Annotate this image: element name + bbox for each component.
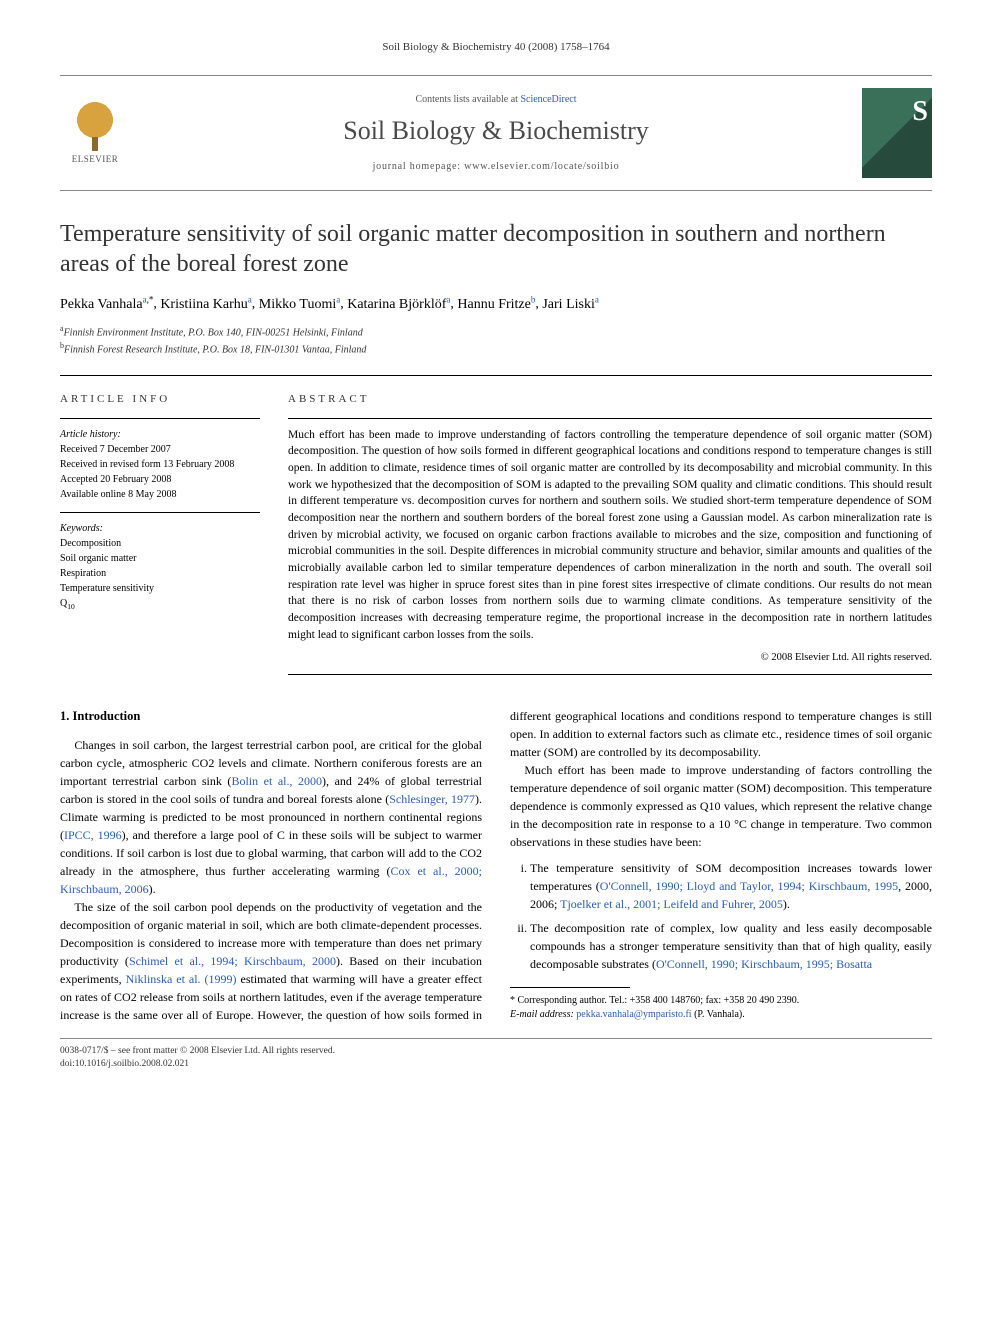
article-history: Article history: Received 7 December 200… bbox=[60, 427, 260, 502]
journal-homepage: journal homepage: www.elsevier.com/locat… bbox=[130, 160, 862, 174]
history-item: Accepted 20 February 2008 bbox=[60, 474, 171, 485]
running-head: Soil Biology & Biochemistry 40 (2008) 17… bbox=[60, 40, 932, 55]
affiliations: aFinnish Environment Institute, P.O. Box… bbox=[60, 323, 932, 358]
publisher-label: ELSEVIER bbox=[72, 153, 119, 166]
article-info: ARTICLE INFO Article history: Received 7… bbox=[60, 392, 260, 683]
author: Mikko Tuomia bbox=[259, 297, 340, 312]
keyword: Q10 bbox=[60, 598, 75, 609]
cover-letter-icon: S bbox=[912, 92, 928, 131]
publisher-logo: ELSEVIER bbox=[60, 98, 130, 168]
author: Pekka Vanhalaa,* bbox=[60, 297, 153, 312]
journal-cover-thumb: S bbox=[862, 88, 932, 178]
body-text: 1. Introduction Changes in soil carbon, … bbox=[60, 707, 932, 1024]
citation-link[interactable]: Tjoelker et al., 2001; Leifeld and Fuhre… bbox=[560, 897, 783, 911]
article-title: Temperature sensitivity of soil organic … bbox=[60, 219, 932, 279]
keywords-block: Keywords: Decomposition Soil organic mat… bbox=[60, 521, 260, 612]
keyword: Soil organic matter bbox=[60, 553, 136, 564]
divider bbox=[60, 512, 260, 513]
citation-link[interactable]: Niklinska et al. (1999) bbox=[126, 972, 237, 986]
citation-link[interactable]: Schlesinger, 1977 bbox=[389, 792, 475, 806]
author: Jari Liskia bbox=[542, 297, 599, 312]
abstract-text: Much effort has been made to improve und… bbox=[288, 427, 932, 644]
masthead-center: Contents lists available at ScienceDirec… bbox=[130, 93, 862, 173]
corr-email-line: E-mail address: pekka.vanhala@ymparisto.… bbox=[510, 1008, 932, 1022]
citation-link[interactable]: O'Connell, 1990; Lloyd and Taylor, 1994;… bbox=[600, 879, 898, 893]
list-item: The temperature sensitivity of SOM decom… bbox=[530, 859, 932, 913]
history-item: Available online 8 May 2008 bbox=[60, 489, 176, 500]
keyword: Decomposition bbox=[60, 538, 121, 549]
observation-list: The temperature sensitivity of SOM decom… bbox=[530, 859, 932, 973]
journal-name: Soil Biology & Biochemistry bbox=[130, 113, 862, 149]
keywords-label: Keywords: bbox=[60, 523, 103, 534]
affiliation-a: aFinnish Environment Institute, P.O. Box… bbox=[60, 323, 932, 340]
author: Katarina Björklöfa bbox=[347, 297, 450, 312]
footer-left: 0038-0717/$ – see front matter © 2008 El… bbox=[60, 1045, 335, 1072]
section-heading-intro: 1. Introduction bbox=[60, 707, 482, 726]
contents-prefix: Contents lists available at bbox=[415, 94, 520, 105]
abstract: ABSTRACT Much effort has been made to im… bbox=[288, 392, 932, 683]
keyword: Respiration bbox=[60, 568, 106, 579]
affiliation-b: bFinnish Forest Research Institute, P.O.… bbox=[60, 340, 932, 357]
contents-available-line: Contents lists available at ScienceDirec… bbox=[130, 93, 862, 107]
history-item: Received 7 December 2007 bbox=[60, 444, 171, 455]
citation-link[interactable]: IPCC, 1996 bbox=[64, 828, 122, 842]
corr-author-line: * Corresponding author. Tel.: +358 400 1… bbox=[510, 994, 932, 1008]
page-footer: 0038-0717/$ – see front matter © 2008 El… bbox=[60, 1038, 932, 1072]
author-list: Pekka Vanhalaa,*, Kristiina Karhua, Mikk… bbox=[60, 293, 932, 314]
article-info-label: ARTICLE INFO bbox=[60, 392, 260, 407]
email-link[interactable]: pekka.vanhala@ymparisto.fi bbox=[576, 1009, 691, 1020]
abstract-label: ABSTRACT bbox=[288, 392, 932, 407]
elsevier-tree-icon bbox=[70, 101, 120, 151]
info-abstract-row: ARTICLE INFO Article history: Received 7… bbox=[60, 375, 932, 683]
sciencedirect-link[interactable]: ScienceDirect bbox=[520, 94, 576, 105]
list-item: The decomposition rate of complex, low q… bbox=[530, 919, 932, 973]
corresponding-footnote: * Corresponding author. Tel.: +358 400 1… bbox=[510, 994, 932, 1022]
divider bbox=[288, 674, 932, 675]
paragraph: Much effort has been made to improve und… bbox=[510, 761, 932, 851]
history-item: Received in revised form 13 February 200… bbox=[60, 459, 234, 470]
history-label: Article history: bbox=[60, 429, 121, 440]
masthead: ELSEVIER Contents lists available at Sci… bbox=[60, 75, 932, 191]
citation-link[interactable]: O'Connell, 1990; Kirschbaum, 1995; Bosat… bbox=[656, 957, 872, 971]
author: Kristiina Karhua bbox=[160, 297, 251, 312]
citation-link[interactable]: Bolin et al., 2000 bbox=[231, 774, 322, 788]
footnote-separator bbox=[510, 987, 630, 988]
copyright-line: © 2008 Elsevier Ltd. All rights reserved… bbox=[288, 651, 932, 666]
paragraph: Changes in soil carbon, the largest terr… bbox=[60, 736, 482, 898]
citation-link[interactable]: Schimel et al., 1994; Kirschbaum, 2000 bbox=[129, 954, 336, 968]
divider bbox=[288, 418, 932, 419]
keyword: Temperature sensitivity bbox=[60, 583, 154, 594]
divider bbox=[60, 418, 260, 419]
author: Hannu Fritzeb bbox=[457, 297, 535, 312]
